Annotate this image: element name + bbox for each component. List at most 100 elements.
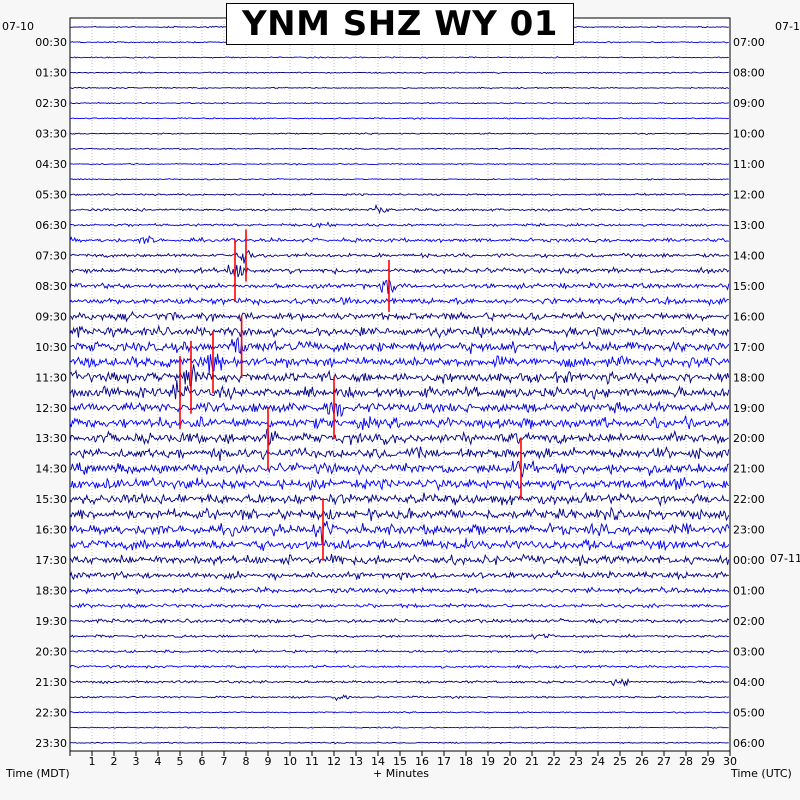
- seismogram-traces: [69, 25, 730, 745]
- right-time-label-23: 06:00: [733, 737, 765, 750]
- x-tick-label-8: 8: [243, 755, 250, 768]
- x-tick-label-23: 23: [569, 755, 583, 768]
- trace-line-39: [69, 617, 730, 624]
- trace-line-27: [69, 426, 729, 447]
- left-time-label-7: 07:30: [35, 249, 67, 262]
- x-tick-label-30: 30: [723, 755, 737, 768]
- trace-line-36: [69, 569, 730, 582]
- right-time-label-1: 08:00: [733, 67, 765, 80]
- trace-line-21: [69, 336, 730, 355]
- left-time-label-15: 15:30: [35, 493, 67, 506]
- left-time-label-23: 23:30: [35, 737, 67, 750]
- x-tick-label-25: 25: [613, 755, 627, 768]
- trace-line-33: [69, 520, 730, 544]
- x-tick-label-28: 28: [679, 755, 693, 768]
- trace-line-17: [69, 279, 730, 294]
- left-time-label-14: 14:30: [35, 463, 67, 476]
- x-tick-label-7: 7: [221, 755, 228, 768]
- left-time-label-5: 05:30: [35, 189, 67, 202]
- trace-line-15: [69, 249, 730, 264]
- trace-line-41: [69, 648, 729, 654]
- x-tick-label-11: 11: [305, 755, 319, 768]
- right-time-label-21: 04:00: [733, 676, 765, 689]
- left-axis-label: Time (MDT): [6, 767, 70, 780]
- trace-line-30: [70, 476, 730, 492]
- right-time-label-17: 00:00: [733, 554, 765, 567]
- trace-line-28: [69, 445, 730, 462]
- x-axis-ticks: 1 2 3 4 5 6 7 8 9 10 11 12 13 14 15 16 17 18 19 20 21 22 23 24 2…: [69, 751, 737, 768]
- x-tick-label-4: 4: [155, 755, 162, 768]
- chart-title-box: YNM SHZ WY 01: [226, 3, 574, 45]
- left-time-label-22: 22:30: [35, 706, 67, 719]
- trace-line-29: [69, 460, 729, 478]
- x-tick-label-21: 21: [525, 755, 539, 768]
- trace-line-44: [69, 694, 729, 702]
- x-axis-label: + Minutes: [373, 767, 430, 780]
- left-time-label-10: 10:30: [35, 341, 67, 354]
- left-time-label-0: 00:30: [35, 36, 67, 49]
- left-time-label-20: 20:30: [35, 645, 67, 658]
- right-time-labels: 07:00 08:00 09:00 10:00 11:00 12:00 13:00 14:00…: [733, 36, 765, 750]
- left-time-label-21: 21:30: [35, 676, 67, 689]
- right-time-label-8: 15:00: [733, 280, 765, 293]
- right-time-label-14: 21:00: [733, 463, 765, 476]
- trace-line-19: [69, 310, 730, 323]
- left-time-label-13: 13:30: [35, 432, 67, 445]
- left-time-label-4: 04:30: [35, 158, 67, 171]
- right-time-label-11: 18:00: [733, 371, 765, 384]
- x-tick-label-10: 10: [283, 755, 297, 768]
- trace-line-45: [69, 711, 730, 714]
- trace-line-34: [69, 538, 730, 552]
- trace-line-37: [69, 585, 730, 595]
- right-time-label-3: 10:00: [733, 128, 765, 141]
- right-time-label-20: 03:00: [733, 645, 765, 658]
- trace-line-32: [69, 506, 730, 522]
- x-tick-label-22: 22: [547, 755, 561, 768]
- right-time-label-15: 22:00: [733, 493, 765, 506]
- trace-line-47: [69, 741, 729, 745]
- left-time-label-18: 18:30: [35, 585, 67, 598]
- left-time-label-6: 06:30: [35, 219, 67, 232]
- right-time-label-2: 09:00: [733, 97, 765, 110]
- x-tick-label-24: 24: [591, 755, 605, 768]
- trace-line-35: [69, 553, 730, 567]
- trace-line-46: [69, 726, 729, 729]
- trace-line-31: [69, 491, 730, 508]
- trace-line-6: [69, 117, 729, 120]
- trace-line-16: [69, 264, 730, 278]
- x-tick-label-20: 20: [503, 755, 517, 768]
- right-time-label-12: 19:00: [733, 402, 765, 415]
- x-tick-label-16: 16: [415, 755, 429, 768]
- left-time-label-2: 02:30: [35, 97, 67, 110]
- left-time-label-16: 16:30: [35, 524, 67, 537]
- right-time-label-0: 07:00: [733, 36, 765, 49]
- right-time-label-19: 02:00: [733, 615, 765, 628]
- right-time-label-10: 17:00: [733, 341, 765, 354]
- trace-line-42: [69, 664, 730, 670]
- right-time-label-7: 14:00: [733, 249, 765, 262]
- trace-line-9: [69, 162, 730, 166]
- trace-line-10: [69, 178, 729, 181]
- right-time-label-6: 13:00: [733, 219, 765, 232]
- right-time-label-18: 01:00: [733, 585, 765, 598]
- left-time-label-1: 01:30: [35, 67, 67, 80]
- x-tick-label-19: 19: [481, 755, 495, 768]
- trace-line-12: [69, 203, 729, 215]
- right-date-change-label: 07-11: [770, 552, 800, 565]
- x-tick-label-12: 12: [327, 755, 341, 768]
- trace-line-18: [69, 295, 729, 307]
- x-tick-label-5: 5: [177, 755, 184, 768]
- x-tick-label-29: 29: [701, 755, 715, 768]
- left-time-label-12: 12:30: [35, 402, 67, 415]
- x-tick-label-3: 3: [133, 755, 140, 768]
- right-time-label-22: 05:00: [733, 706, 765, 719]
- left-date-label: 07-10: [2, 20, 34, 33]
- right-time-label-9: 16:00: [733, 310, 765, 323]
- trace-line-11: [69, 192, 730, 197]
- trace-line-4: [69, 86, 730, 90]
- right-time-label-13: 20:00: [733, 432, 765, 445]
- trace-line-7: [69, 132, 729, 136]
- right-time-label-5: 12:00: [733, 189, 765, 202]
- trace-line-38: [69, 602, 730, 610]
